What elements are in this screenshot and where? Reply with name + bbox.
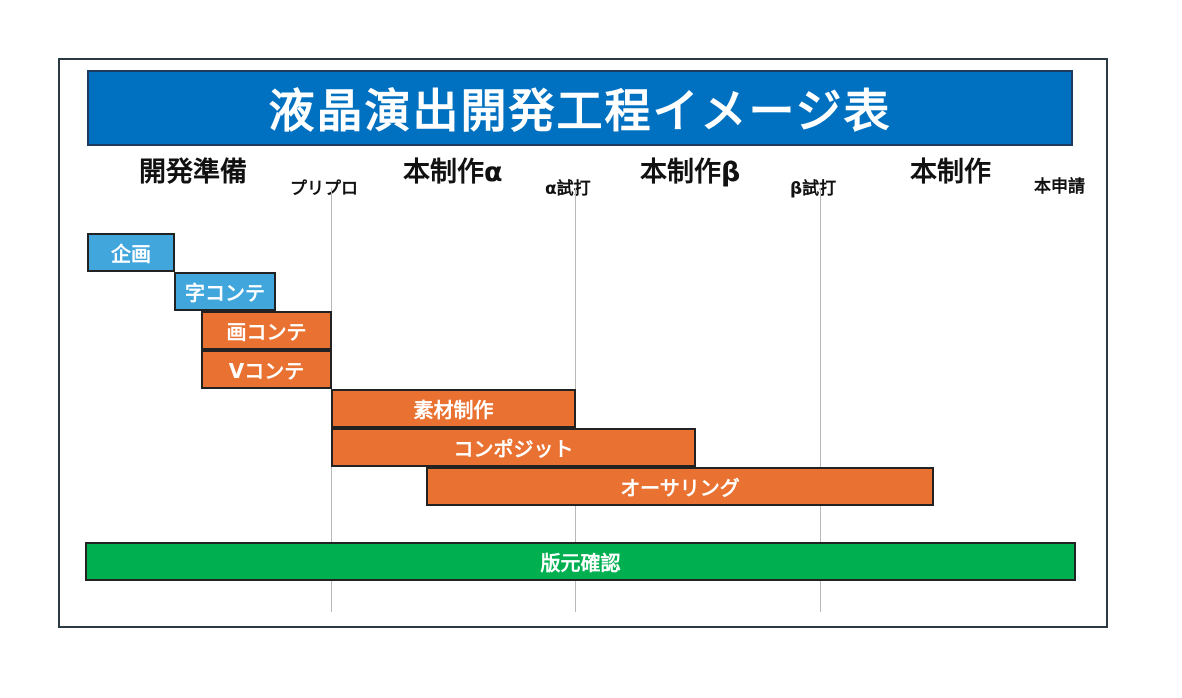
phase-label-production-alpha: 本制作α <box>403 157 503 188</box>
title-banner: 液晶演出開発工程イメージ表 <box>87 70 1073 146</box>
task-label-planning: 企画 <box>111 242 151 266</box>
task-label-video-storyboard: Vコンテ <box>228 359 305 383</box>
task-label-licensor-review: 版元確認 <box>540 551 621 575</box>
task-bar-compositing: コンポジット <box>331 428 696 467</box>
milestone-label-preproduction: プリプロ <box>290 179 358 199</box>
diagram-title: 液晶演出開発工程イメージ表 <box>268 84 892 138</box>
task-label-script-storyboard: 字コンテ <box>185 281 265 305</box>
task-bar-video-storyboard: Vコンテ <box>201 350 332 389</box>
task-bar-picture-storyboard: 画コンテ <box>201 311 332 350</box>
milestone-label-alpha-test: α試打 <box>545 179 591 199</box>
task-bar-asset-creation: 素材制作 <box>331 389 576 428</box>
task-bar-planning: 企画 <box>87 233 175 272</box>
task-bar-authoring: オーサリング <box>426 467 934 506</box>
phase-label-preparation: 開発準備 <box>139 157 247 188</box>
task-bar-licensor-review: 版元確認 <box>85 542 1076 581</box>
task-label-authoring: オーサリング <box>620 476 740 500</box>
milestone-label-final-submission: 本申請 <box>1034 177 1085 197</box>
milestone-label-beta-test: β試打 <box>790 179 837 199</box>
task-label-picture-storyboard: 画コンテ <box>226 320 307 344</box>
milestone-line-beta-test <box>820 188 821 612</box>
phase-label-production-final: 本制作 <box>910 157 991 188</box>
task-label-asset-creation: 素材制作 <box>413 398 494 422</box>
task-bar-script-storyboard: 字コンテ <box>174 272 276 311</box>
phase-label-production-beta: 本制作β <box>640 157 741 188</box>
task-label-compositing: コンポジット <box>453 437 574 461</box>
